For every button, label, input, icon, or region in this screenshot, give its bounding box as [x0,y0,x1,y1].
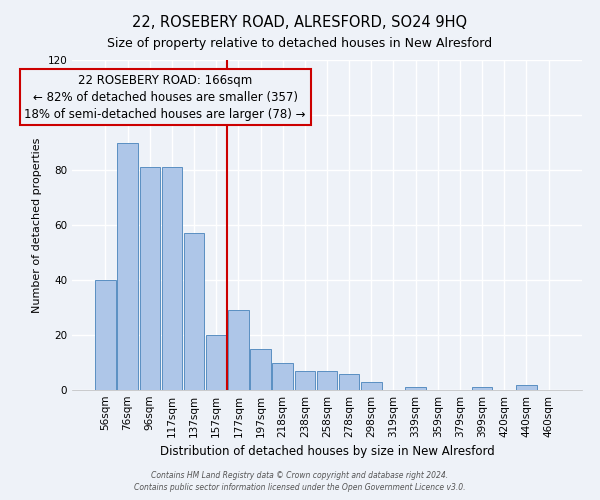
Bar [95,280,116,390]
Bar [317,371,337,390]
Bar [206,335,226,390]
Bar [295,371,315,390]
Bar [250,349,271,390]
Bar [140,167,160,390]
Text: Contains HM Land Registry data © Crown copyright and database right 2024.
Contai: Contains HM Land Registry data © Crown c… [134,471,466,492]
Bar [161,167,182,390]
Bar [184,233,204,390]
Bar [361,382,382,390]
Bar [339,374,359,390]
Bar [228,310,248,390]
Bar [472,387,493,390]
Y-axis label: Number of detached properties: Number of detached properties [32,138,42,312]
Bar [272,362,293,390]
Text: Size of property relative to detached houses in New Alresford: Size of property relative to detached ho… [107,38,493,51]
Bar [406,387,426,390]
X-axis label: Distribution of detached houses by size in New Alresford: Distribution of detached houses by size … [160,446,494,458]
Bar [516,384,536,390]
Bar [118,142,138,390]
Text: 22, ROSEBERY ROAD, ALRESFORD, SO24 9HQ: 22, ROSEBERY ROAD, ALRESFORD, SO24 9HQ [133,15,467,30]
Text: 22 ROSEBERY ROAD: 166sqm
← 82% of detached houses are smaller (357)
18% of semi-: 22 ROSEBERY ROAD: 166sqm ← 82% of detach… [25,74,306,120]
